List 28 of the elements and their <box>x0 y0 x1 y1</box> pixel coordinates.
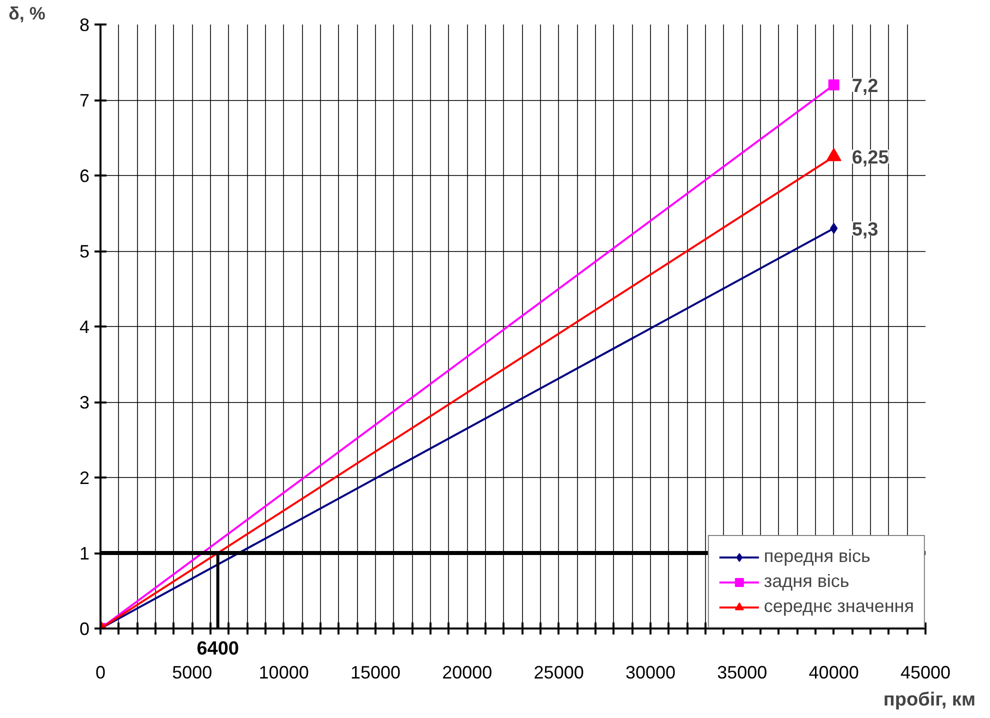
y-tick-label: 3 <box>79 392 90 412</box>
legend-label: задня вісь <box>764 571 850 592</box>
legend-label: середнє значення <box>764 596 914 617</box>
data-label: 5,3 <box>852 219 878 240</box>
y-tick-label: 1 <box>79 544 90 564</box>
y-tick-label: 5 <box>79 242 90 262</box>
y-tick-label: 2 <box>79 468 90 488</box>
y-tick-label: 4 <box>79 317 90 337</box>
y-tick-label: 7 <box>79 90 90 110</box>
x-tick-label: 30000 <box>625 662 676 682</box>
data-label: 6,25 <box>852 148 890 169</box>
legend-label: передня вісь <box>764 546 870 567</box>
y-tick-label: 8 <box>79 15 90 35</box>
x-tick-label: 10000 <box>258 662 309 682</box>
x-tick-label: 45000 <box>900 662 951 682</box>
y-tick-label: 6 <box>79 166 90 186</box>
y-tick-label: 0 <box>79 619 90 639</box>
x-tick-label: 40000 <box>808 662 859 682</box>
x-tick-label: 5000 <box>172 662 212 682</box>
x-tick-label: 25000 <box>534 662 584 682</box>
x-tick-label: 20000 <box>442 662 492 682</box>
data-label: 7,2 <box>852 76 878 97</box>
x-tick-label: 15000 <box>350 662 401 682</box>
x-tick-label: 0 <box>95 662 106 682</box>
ref-line-label: 6400 <box>196 638 239 660</box>
x-tick-label: 35000 <box>717 662 768 682</box>
y-axis-title: δ, % <box>8 4 46 24</box>
x-axis-title: пробіг, км <box>883 690 976 710</box>
